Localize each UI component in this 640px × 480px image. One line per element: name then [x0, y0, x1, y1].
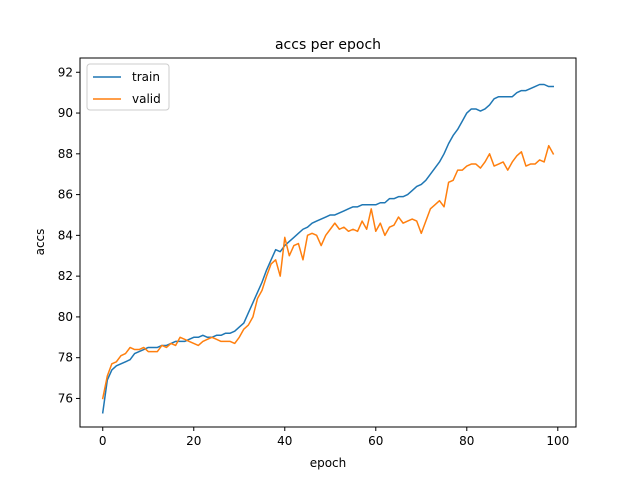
x-tick-label: 40: [277, 434, 292, 448]
x-axis: 0 20 40 60 80 100: [99, 427, 569, 448]
y-tick-label: 84: [58, 228, 73, 242]
y-tick-label: 80: [58, 310, 73, 324]
y-tick-label: 90: [58, 106, 73, 120]
x-tick-label: 20: [186, 434, 201, 448]
series-line-valid: [101, 144, 555, 400]
y-tick-label: 82: [58, 269, 73, 283]
axes-frame: [79, 57, 577, 428]
y-tick-label: 92: [58, 65, 73, 79]
legend-label-train: train: [132, 70, 160, 84]
x-tick-label: 60: [368, 434, 383, 448]
legend-label-valid: valid: [132, 92, 161, 106]
y-tick-label: 88: [58, 147, 73, 161]
legend: train valid: [86, 63, 170, 111]
y-axis: 76 78 80 82 84 86 88 90 92: [58, 65, 80, 405]
plot-area: [101, 83, 555, 414]
y-axis-label: accs: [33, 229, 47, 256]
y-tick-label: 78: [58, 351, 73, 365]
chart-title: accs per epoch: [275, 37, 381, 53]
y-tick-label: 76: [58, 391, 73, 405]
y-tick-label: 86: [58, 188, 73, 202]
x-tick-label: 100: [546, 434, 569, 448]
x-tick-label: 0: [99, 434, 107, 448]
x-tick-label: 80: [459, 434, 474, 448]
x-axis-label: epoch: [310, 456, 347, 470]
